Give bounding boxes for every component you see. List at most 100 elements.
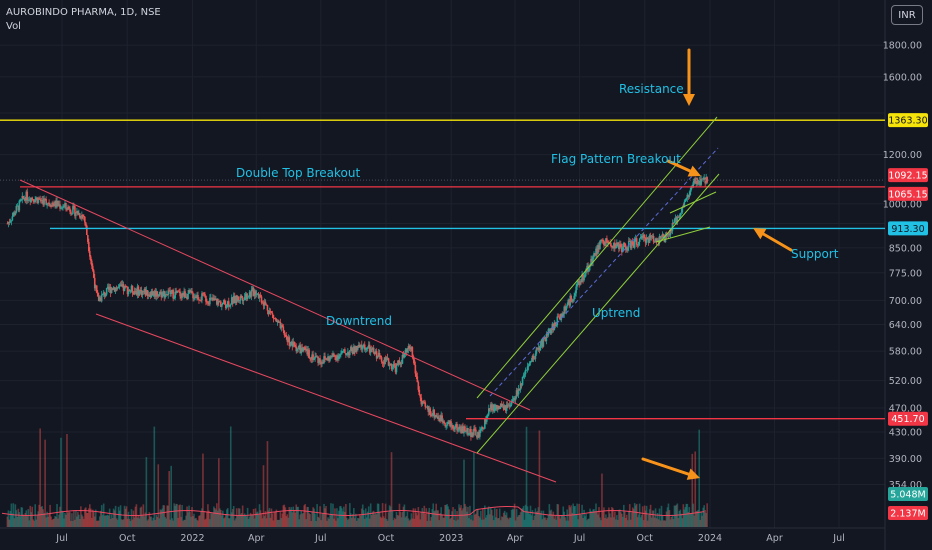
candle-body xyxy=(667,233,670,235)
volume-bar xyxy=(82,516,84,527)
candle-body xyxy=(78,213,80,215)
volume-bar xyxy=(437,510,439,527)
candle-body xyxy=(530,361,533,363)
volume-bar xyxy=(524,504,527,527)
candle-body xyxy=(376,356,379,359)
candle-body xyxy=(444,423,446,427)
volume-bar xyxy=(103,515,106,527)
volume-indicator-label[interactable]: Vol xyxy=(6,21,21,32)
volume-bar xyxy=(254,508,257,527)
volume-bar xyxy=(663,520,666,527)
volume-bar xyxy=(78,514,80,527)
candle-body xyxy=(75,213,77,217)
volume-bar xyxy=(178,505,180,527)
candle-body xyxy=(400,363,403,365)
candle-body xyxy=(80,217,82,219)
volume-bar xyxy=(343,506,345,527)
volume-bar xyxy=(20,507,23,527)
volume-bar xyxy=(482,508,484,527)
volume-bar xyxy=(333,518,335,527)
candle-body xyxy=(308,349,310,359)
volume-bar xyxy=(106,514,109,527)
volume-bar xyxy=(653,517,656,527)
candle-body xyxy=(387,358,390,366)
volume-bar xyxy=(33,520,36,527)
candle-body xyxy=(293,341,296,346)
candle-body xyxy=(468,434,470,435)
volume-bar xyxy=(248,516,251,527)
volume-bar xyxy=(447,506,449,527)
volume-bar xyxy=(440,507,442,527)
volume-bar xyxy=(531,510,534,527)
candle-body xyxy=(306,349,308,355)
candle-body xyxy=(646,237,649,240)
volume-bar xyxy=(309,514,311,527)
candle-body xyxy=(179,291,181,297)
volume-bar xyxy=(507,519,510,527)
candle-body xyxy=(456,423,458,431)
candle-body xyxy=(576,283,578,287)
volume-bar xyxy=(504,515,507,527)
candle-body xyxy=(492,404,495,412)
volume-bar xyxy=(274,511,277,527)
candle-body xyxy=(252,287,255,296)
volume-bar xyxy=(488,514,491,527)
volume-bar xyxy=(312,507,314,527)
candle-body xyxy=(537,347,540,350)
candle-body xyxy=(617,242,619,245)
candle-body xyxy=(85,222,87,226)
currency-button[interactable]: INR xyxy=(891,5,923,25)
volume-bar xyxy=(655,518,658,527)
candle-body xyxy=(687,194,690,197)
candle-body xyxy=(79,213,81,218)
volume-bar xyxy=(122,519,125,527)
volume-bar xyxy=(366,511,369,527)
volume-bar xyxy=(214,508,216,527)
candle-body xyxy=(18,200,21,211)
candle-body xyxy=(117,286,120,288)
volume-bar xyxy=(285,516,288,527)
price-axis[interactable]: 354.00 390.00 430.00 470.00 520.00 580.00 640.… xyxy=(55,41,928,544)
volume-bar xyxy=(281,513,284,527)
volume-bar xyxy=(296,506,299,527)
candle-body xyxy=(606,238,608,242)
volume-bar xyxy=(325,506,327,527)
candle-body xyxy=(203,293,205,295)
volume-bar xyxy=(565,520,568,527)
price-tick-label: 775.00 xyxy=(889,268,922,279)
volume-bar xyxy=(240,513,243,527)
volume-bar xyxy=(639,517,642,527)
volume-bar xyxy=(40,506,42,527)
candle-body xyxy=(501,405,504,407)
volume-bar xyxy=(654,508,657,527)
volume-bar xyxy=(671,514,674,527)
downtrend-lower-line xyxy=(95,313,557,483)
candle-body xyxy=(705,177,707,184)
candle-body xyxy=(535,348,538,354)
volume-bar xyxy=(616,515,618,527)
volume-bar xyxy=(243,513,246,527)
candle-body xyxy=(403,353,406,358)
candle-body xyxy=(434,415,437,418)
candle-body xyxy=(280,325,283,329)
candle-body xyxy=(49,204,51,206)
candle-body xyxy=(372,347,375,353)
volume-bar xyxy=(435,503,437,527)
volume-bar xyxy=(144,512,147,527)
candle-body xyxy=(141,291,144,296)
volume-bar xyxy=(652,510,655,527)
time-tick-label: Apr xyxy=(766,533,783,544)
volume-bar xyxy=(455,520,457,527)
candle-body xyxy=(45,199,47,205)
volume-bar xyxy=(287,517,290,527)
volume-bar xyxy=(262,465,265,527)
volume-bar xyxy=(86,512,88,527)
candle-body xyxy=(360,344,363,350)
volume-bar xyxy=(701,515,704,527)
volume-bar xyxy=(444,504,446,527)
candle-body xyxy=(423,402,426,403)
candle-body xyxy=(345,353,347,355)
volume-bar xyxy=(632,508,635,527)
volume-bar xyxy=(115,518,118,527)
